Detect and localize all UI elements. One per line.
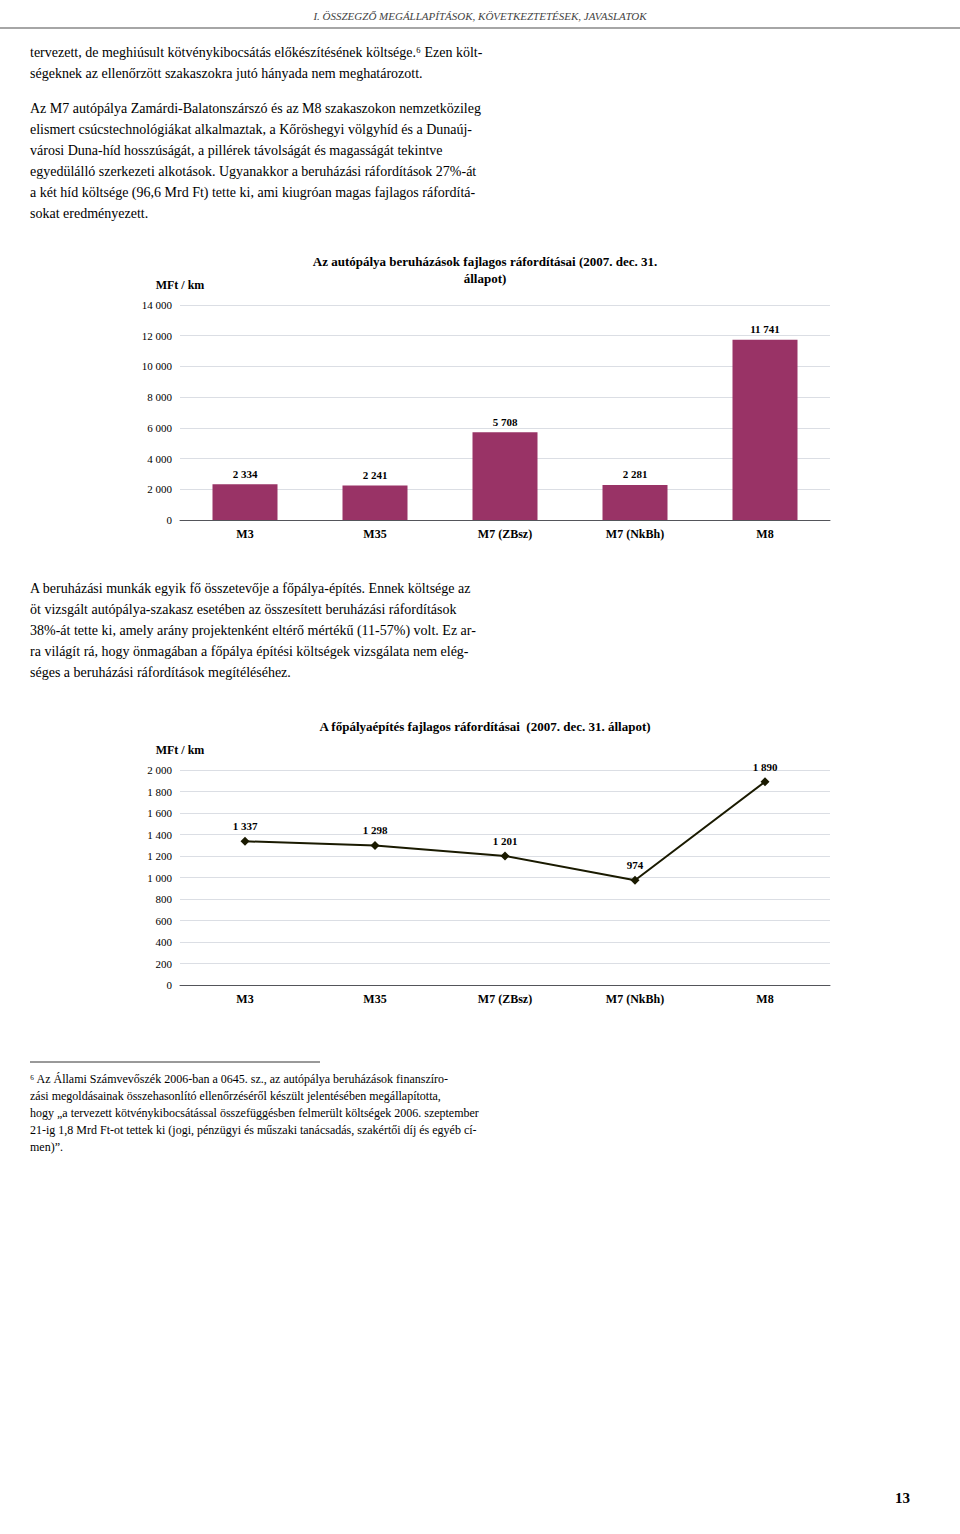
svg-text:M3: M3 — [236, 992, 253, 1006]
svg-text:2 241: 2 241 — [363, 469, 388, 481]
svg-text:⁶ Az Állami Számvevőszék 2006-: ⁶ Az Állami Számvevőszék 2006-ban a 0645… — [30, 1072, 448, 1086]
svg-text:5 708: 5 708 — [493, 416, 518, 428]
svg-text:Az autópálya beruházások fajla: Az autópálya beruházások fajlagos ráford… — [313, 254, 658, 269]
svg-text:10 000: 10 000 — [142, 360, 173, 372]
svg-text:21-ig 1,8 Mrd Ft-ot tettek ki: 21-ig 1,8 Mrd Ft-ot tettek ki (jogi, pén… — [30, 1123, 477, 1137]
svg-text:2 000: 2 000 — [147, 483, 172, 495]
svg-text:974: 974 — [627, 859, 644, 871]
svg-text:M3: M3 — [236, 527, 253, 541]
svg-text:1 000: 1 000 — [147, 872, 172, 884]
svg-text:1 200: 1 200 — [147, 850, 172, 862]
svg-text:1 298: 1 298 — [363, 824, 388, 836]
svg-text:városi Duna-híd hosszúságát, a: városi Duna-híd hosszúságát, a pillérek … — [30, 143, 443, 158]
svg-text:0: 0 — [167, 979, 173, 991]
svg-text:M7 (NkBh): M7 (NkBh) — [606, 527, 664, 541]
svg-text:1 800: 1 800 — [147, 786, 172, 798]
svg-text:0: 0 — [167, 514, 173, 526]
svg-text:M7 (ZBsz): M7 (ZBsz) — [478, 992, 532, 1006]
svg-text:1 600: 1 600 — [147, 807, 172, 819]
svg-text:ra világít rá, hogy önmagában: ra világít rá, hogy önmagában a főpálya … — [30, 644, 469, 659]
svg-text:M8: M8 — [756, 527, 773, 541]
svg-text:hogy „a tervezett kötvénykiboc: hogy „a tervezett kötvénykibocsátással ö… — [30, 1106, 479, 1120]
svg-text:a két híd költsége (96,6 Mrd F: a két híd költsége (96,6 Mrd Ft) tette k… — [30, 185, 475, 201]
svg-text:1 201: 1 201 — [493, 835, 518, 847]
svg-text:M35: M35 — [363, 527, 386, 541]
svg-text:11 741: 11 741 — [750, 323, 780, 335]
svg-text:M35: M35 — [363, 992, 386, 1006]
svg-text:M7 (NkBh): M7 (NkBh) — [606, 992, 664, 1006]
svg-text:14 000: 14 000 — [142, 299, 173, 311]
svg-text:1 890: 1 890 — [753, 761, 778, 773]
svg-text:400: 400 — [156, 936, 173, 948]
svg-text:elismert csúcstechnológiákat a: elismert csúcstechnológiákat alkalmaztak… — [30, 122, 472, 137]
svg-text:4 000: 4 000 — [147, 453, 172, 465]
svg-text:ségeknek az ellenőrzött szakas: ségeknek az ellenőrzött szakaszokra jutó… — [30, 66, 423, 81]
svg-text:13: 13 — [895, 1490, 910, 1506]
svg-text:tervezett, de meghiúsult kötvé: tervezett, de meghiúsult kötvénykibocsát… — [30, 45, 483, 60]
svg-text:1 337: 1 337 — [233, 820, 258, 832]
svg-text:I. ÖSSZEGZŐ MEGÁLLAPÍTÁSOK, KÖ: I. ÖSSZEGZŐ MEGÁLLAPÍTÁSOK, KÖVETKEZTETÉ… — [312, 10, 647, 22]
svg-text:séges a beruházási ráfordításo: séges a beruházási ráfordítások megítélé… — [30, 665, 291, 680]
svg-text:600: 600 — [156, 915, 173, 927]
svg-text:2 281: 2 281 — [623, 468, 648, 480]
svg-text:8 000: 8 000 — [147, 391, 172, 403]
svg-text:MFt / km: MFt / km — [156, 743, 205, 757]
svg-text:Az M7 autópálya Zamárdi-Balato: Az M7 autópálya Zamárdi-Balatonszárszó é… — [30, 101, 481, 116]
svg-text:200: 200 — [156, 958, 173, 970]
svg-text:M7 (ZBsz): M7 (ZBsz) — [478, 527, 532, 541]
svg-text:1 400: 1 400 — [147, 829, 172, 841]
svg-text:6 000: 6 000 — [147, 422, 172, 434]
svg-text:zási megoldásainak összehasonl: zási megoldásainak összehasonlító ellenő… — [30, 1089, 441, 1103]
svg-text:egyedülálló szerkezeti alkotás: egyedülálló szerkezeti alkotások. Ugyana… — [30, 164, 476, 179]
svg-text:2 000: 2 000 — [147, 764, 172, 776]
svg-text:men)”.: men)”. — [30, 1140, 63, 1154]
svg-text:2 334: 2 334 — [233, 468, 258, 480]
svg-text:38%-át tette ki, amely arány p: 38%-át tette ki, amely arány projektenké… — [30, 623, 476, 639]
svg-text:MFt / km: MFt / km — [156, 278, 205, 292]
svg-text:12 000: 12 000 — [142, 330, 173, 342]
svg-text:állapot): állapot) — [464, 271, 507, 286]
svg-text:A beruházási munkák egyik fő ö: A beruházási munkák egyik fő összetevője… — [30, 581, 470, 596]
svg-text:800: 800 — [156, 893, 173, 905]
svg-text:sokat eredményezett.: sokat eredményezett. — [30, 206, 148, 221]
svg-text:A főpályaépítés fajlagos ráfor: A főpályaépítés fajlagos ráfordításai (2… — [319, 719, 650, 734]
svg-text:öt vizsgált autópálya-szakasz: öt vizsgált autópálya-szakasz esetében a… — [30, 602, 456, 617]
svg-text:M8: M8 — [756, 992, 773, 1006]
